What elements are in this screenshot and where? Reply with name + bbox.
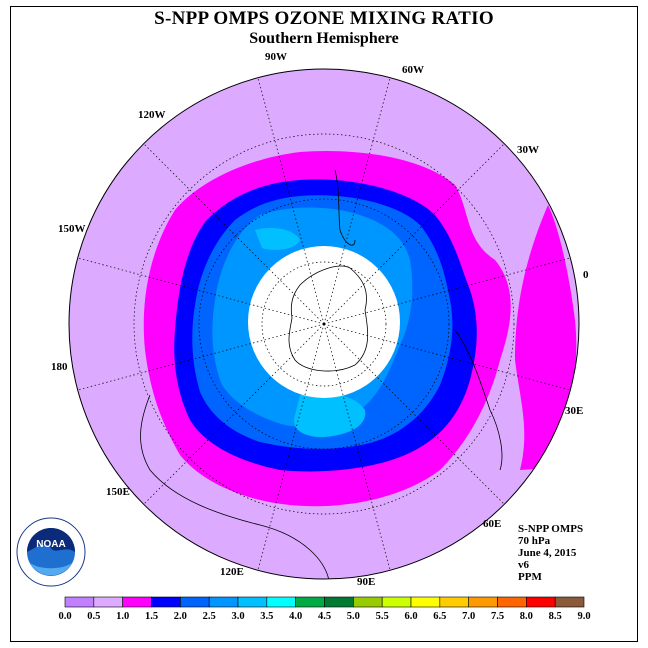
info-version: v6 (518, 559, 529, 571)
colorbar-tick-label: 8.5 (549, 611, 562, 622)
colorbar-tick-label: 9.0 (577, 611, 590, 622)
australia-coastline (140, 394, 331, 579)
ozone-region-magenta-east (515, 205, 577, 470)
lon-label-90e: 90E (357, 576, 375, 588)
south-america-coastline (334, 169, 356, 246)
colorbar-tick-label: 7.0 (462, 611, 475, 622)
meridian-line (323, 143, 505, 325)
noaa-logo: NOAA (16, 517, 86, 587)
lon-label-30e: 30E (565, 405, 583, 417)
colorbar-tick-label: 5.0 (347, 611, 360, 622)
colorbar-tick-label: 1.0 (116, 611, 129, 622)
colorbar-tick-label: 6.0 (404, 611, 417, 622)
meridian-line (77, 323, 325, 391)
lon-label-60e: 60E (483, 518, 501, 530)
meridian-line (143, 323, 325, 505)
lon-label-180: 180 (51, 361, 68, 373)
lon-label-90w: 90W (265, 51, 287, 63)
colorbar-swatch (180, 596, 210, 608)
lon-label-30w: 30W (517, 144, 539, 156)
colorbar-swatch (122, 596, 152, 608)
colorbar-tick-label: 2.0 (174, 611, 187, 622)
meridians (77, 77, 571, 571)
colorbar-tick-label: 1.5 (145, 611, 158, 622)
colorbar-swatch (208, 596, 239, 608)
colorbar-swatch (526, 596, 556, 608)
info-units: PPM (518, 571, 542, 583)
map-title: S-NPP OMPS OZONE MIXING RATIO (154, 8, 494, 29)
colorbar-tick-label: 3.5 (260, 611, 273, 622)
meridian-line (323, 77, 391, 325)
colorbar-swatch (410, 596, 441, 608)
colorbar-swatch (497, 596, 527, 608)
meridian-line (323, 323, 505, 505)
colorbar-tick-label: 5.5 (376, 611, 389, 622)
info-instrument: S-NPP OMPS (518, 523, 584, 535)
map-boundary (68, 68, 580, 580)
polar-no-data (248, 246, 400, 398)
map-subtitle: Southern Hemisphere (249, 30, 399, 47)
colorbar-swatch (237, 596, 268, 608)
colorbar-tick-label: 8.0 (520, 611, 533, 622)
colorbar-tick-label: 2.5 (203, 611, 216, 622)
colorbar-swatch (381, 596, 412, 608)
lon-label-120w: 120W (138, 109, 166, 121)
noaa-logo-text: NOAA (36, 539, 65, 550)
colorbar-swatch (554, 596, 585, 608)
meridian-line (323, 323, 571, 391)
colorbar-swatch (93, 596, 123, 608)
lon-label-120e: 120E (220, 566, 244, 578)
meridian-line (143, 143, 325, 325)
meridian-line (323, 323, 391, 571)
info-level: 70 hPa (518, 535, 551, 547)
lon-label-150e: 150E (106, 486, 130, 498)
meridian-line (257, 323, 325, 571)
antarctica-coastline (288, 265, 369, 372)
colorbar-swatch (324, 596, 354, 608)
colorbar-tick-label: 3.0 (231, 611, 244, 622)
graticule (133, 133, 515, 515)
lon-label-150w: 150W (58, 223, 86, 235)
colorbar-swatch (468, 596, 498, 608)
south-pole (322, 322, 326, 326)
map-frame (10, 6, 638, 642)
meridian-line (77, 257, 325, 325)
colorbar-tick-label: 0.0 (58, 611, 71, 622)
info-block: S-NPP OMPS 70 hPa June 4, 2015 v6 PPM (518, 523, 583, 583)
info-date: June 4, 2015 (518, 547, 577, 559)
lon-label-60w: 60W (402, 64, 424, 76)
colorbar-tick-label: 4.5 (318, 611, 331, 622)
colorbar-swatch (295, 596, 325, 608)
colorbar-tick-label: 6.5 (433, 611, 446, 622)
ozone-region-cyan-west (255, 228, 300, 250)
meridian-line (257, 77, 325, 325)
colorbar-swatch (64, 596, 95, 608)
colorbar-tick-label: 4.0 (289, 611, 302, 622)
colorbar-swatch (353, 596, 383, 608)
lon-label-0: 0 (583, 269, 589, 281)
colorbar: 0.0 0.5 1.0 1.5 2.0 2.5 3.0 3.5 4.0 4.5 5.0 5.5 6.0 6… (58, 596, 591, 622)
colorbar-swatch (151, 596, 181, 608)
colorbar-tick-label: 7.5 (491, 611, 504, 622)
colorbar-tick-label: 0.5 (87, 611, 100, 622)
colorbar-swatch (439, 596, 469, 608)
colorbar-swatch (266, 596, 296, 608)
meridian-line (323, 257, 571, 325)
africa-coastline (454, 329, 503, 471)
ozone-region-cyan (294, 393, 366, 438)
